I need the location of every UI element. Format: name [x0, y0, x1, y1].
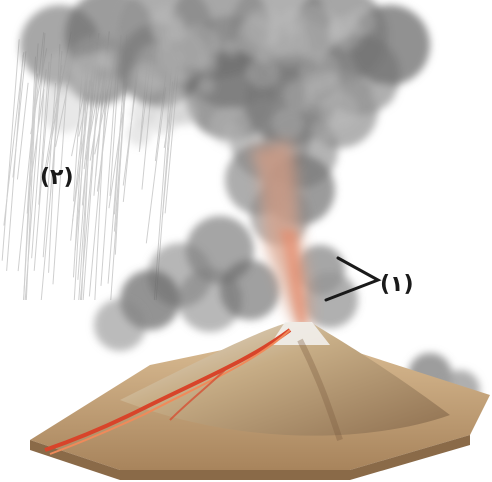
volcano-cone: [120, 322, 450, 441]
ash-streak: [94, 79, 107, 301]
ash-highlight: [127, 121, 152, 147]
ash-highlight: [40, 85, 88, 134]
eruption-column: [250, 140, 312, 330]
ash-streak: [16, 82, 29, 180]
ash-highlight: [272, 108, 304, 140]
ash-puff: [220, 260, 280, 320]
ash-streak: [3, 52, 25, 226]
ash-highlight: [236, 16, 277, 58]
ash-highlight: [327, 20, 348, 42]
ash-highlight: [198, 55, 218, 76]
label-two: (۲): [40, 165, 74, 190]
ash-highlight: [311, 119, 336, 144]
ash-streak: [1, 39, 20, 261]
ash-highlight: [148, 6, 183, 41]
ash-highlight: [246, 55, 280, 89]
ash-highlight: [223, 40, 240, 57]
ash-puff: [94, 299, 146, 351]
pointer-arrow: [324, 256, 382, 302]
ash-streak: [78, 87, 94, 301]
ash-streak: [17, 73, 39, 272]
ash-highlight: [164, 86, 184, 106]
ash-highlight: [287, 4, 339, 56]
ash-streak: [88, 89, 109, 297]
lava-channel: [44, 328, 292, 455]
ash-highlight: [130, 101, 156, 127]
label-one: (۱): [380, 272, 414, 297]
ash-highlight: [135, 42, 184, 91]
ash-highlight: [210, 106, 251, 147]
ash-highlight: [175, 103, 198, 126]
ash-highlight: [197, 77, 215, 95]
ash-highlight: [283, 80, 314, 112]
ash-highlight: [38, 53, 82, 96]
ash-streak: [25, 73, 38, 301]
ash-highlight: [370, 82, 396, 108]
ash-streak: [12, 51, 27, 178]
